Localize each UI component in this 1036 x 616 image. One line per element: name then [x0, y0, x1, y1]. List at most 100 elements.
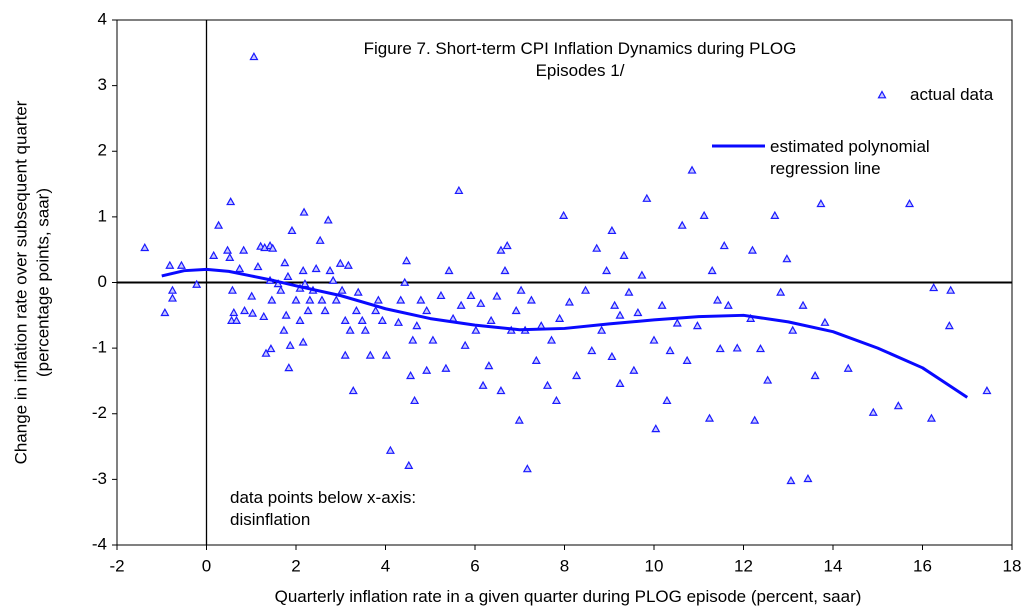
data-point — [298, 337, 308, 346]
legend-marker — [877, 90, 887, 99]
data-point — [320, 305, 330, 315]
data-point — [340, 315, 350, 324]
data-point — [929, 283, 939, 292]
data-point — [803, 473, 813, 483]
data-point — [531, 355, 541, 364]
y-axis-label: (percentage points, saar) — [33, 188, 52, 377]
data-point — [478, 380, 488, 389]
x-tick-label: 6 — [470, 556, 479, 575]
x-tick-label: 16 — [913, 556, 932, 575]
data-point — [393, 317, 403, 326]
data-point — [428, 335, 438, 344]
data-point — [331, 295, 341, 304]
data-point — [607, 351, 617, 361]
data-point — [371, 305, 381, 315]
data-point — [229, 307, 239, 317]
data-point — [225, 252, 235, 261]
data-point — [160, 307, 170, 317]
data-point — [267, 295, 277, 304]
data-point — [317, 295, 327, 304]
data-point — [496, 386, 506, 395]
data-point — [750, 415, 760, 424]
data-point — [377, 315, 387, 324]
data-point — [266, 344, 276, 353]
data-point — [665, 346, 675, 355]
data-point — [699, 210, 709, 219]
data-point — [610, 300, 620, 309]
x-tick-label: 18 — [1003, 556, 1022, 575]
data-point — [406, 370, 416, 380]
x-tick-label: -2 — [109, 556, 124, 575]
data-point — [615, 310, 625, 319]
data-point — [607, 225, 617, 235]
data-point — [868, 407, 878, 416]
x-tick-label: 8 — [560, 556, 569, 575]
data-point — [396, 295, 406, 304]
x-tick-label: 12 — [734, 556, 753, 575]
data-point — [348, 386, 358, 395]
data-point — [786, 475, 796, 485]
data-point — [214, 220, 224, 229]
data-point — [624, 287, 634, 296]
legend-label: actual data — [910, 85, 994, 104]
data-point — [662, 395, 672, 405]
y-tick-label: -2 — [92, 403, 107, 422]
data-point — [542, 380, 553, 389]
data-point — [692, 321, 702, 330]
data-point — [357, 315, 367, 324]
data-point — [496, 245, 506, 254]
data-point — [592, 243, 602, 252]
data-point — [284, 363, 294, 372]
data-point — [633, 307, 643, 317]
data-point — [719, 241, 729, 250]
data-point — [279, 325, 289, 334]
data-point — [982, 386, 992, 395]
annotation: data points below x-axis: disinflation — [230, 488, 417, 529]
data-point — [287, 225, 297, 235]
data-point — [843, 363, 853, 372]
data-point — [249, 52, 259, 61]
data-point — [715, 344, 725, 353]
data-point — [140, 242, 150, 252]
data-point — [629, 365, 639, 374]
data-point — [619, 250, 629, 259]
data-point — [261, 348, 271, 357]
data-point — [226, 197, 236, 206]
data-point — [337, 285, 347, 294]
data-point — [253, 262, 263, 271]
x-tick-label: 0 — [202, 556, 211, 575]
data-point — [704, 413, 715, 422]
x-axis-label: Quarterly inflation rate in a given quar… — [274, 587, 862, 606]
data-point — [239, 245, 249, 254]
data-point — [732, 343, 742, 352]
data-point — [303, 305, 313, 315]
data-point — [657, 300, 667, 309]
y-tick-label: 3 — [98, 75, 107, 94]
data-point — [240, 305, 250, 315]
data-point — [247, 291, 257, 300]
data-point — [385, 445, 395, 454]
data-point — [345, 325, 355, 334]
data-point — [816, 199, 826, 208]
data-point — [227, 285, 237, 294]
data-point — [248, 308, 258, 317]
data-point — [677, 220, 687, 229]
data-point — [723, 300, 733, 309]
data-point — [311, 263, 321, 273]
data-point — [707, 265, 717, 275]
data-point — [209, 250, 219, 259]
data-point — [597, 325, 607, 334]
data-point — [283, 271, 293, 280]
data-point — [444, 265, 454, 275]
data-point — [365, 350, 375, 359]
data-point — [404, 460, 414, 469]
data-point — [402, 256, 412, 265]
data-point — [820, 317, 830, 326]
data-point — [615, 378, 625, 387]
data-point — [456, 300, 466, 309]
data-point — [454, 185, 464, 195]
data-point — [746, 313, 756, 322]
data-point — [408, 335, 418, 344]
x-tick-label: 4 — [381, 556, 390, 575]
data-point — [559, 210, 569, 219]
